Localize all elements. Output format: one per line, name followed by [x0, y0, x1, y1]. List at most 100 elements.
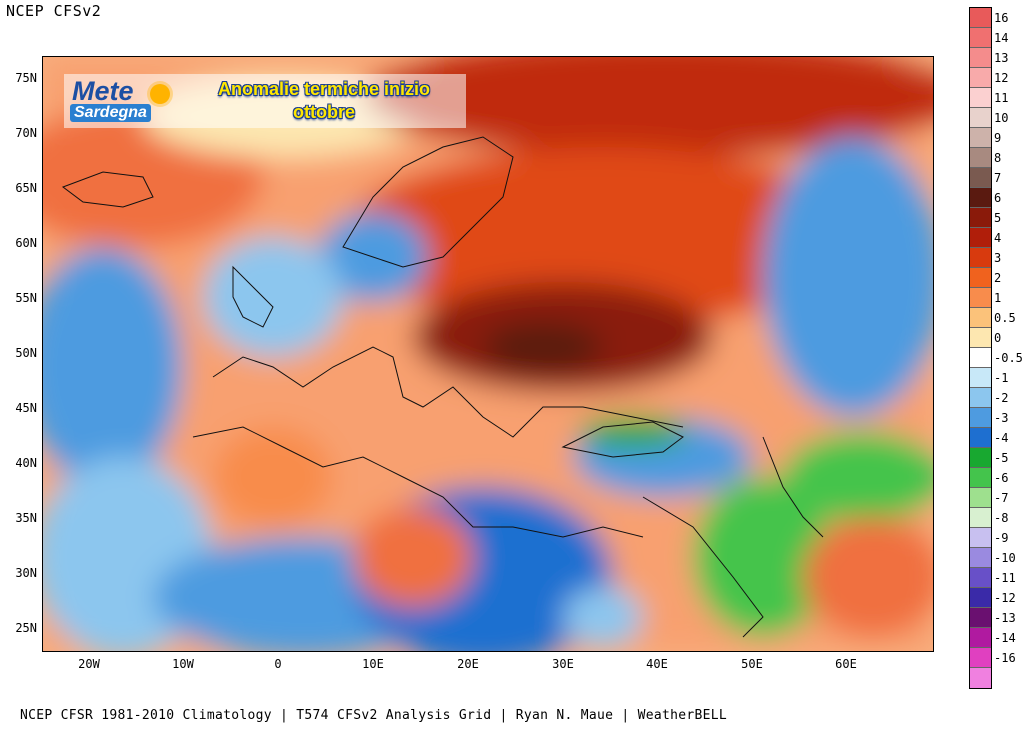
legend-label: 6: [994, 191, 1002, 205]
legend-label: -9: [994, 531, 1009, 545]
legend-swatch: [970, 428, 991, 448]
legend-label: 14: [994, 31, 1009, 45]
legend-swatch: [970, 188, 991, 208]
logo-word-sardegna: Sardegna: [70, 104, 151, 122]
legend-label: 4: [994, 231, 1002, 245]
legend-label: -13: [994, 611, 1016, 625]
legend-label: 0.5: [994, 311, 1016, 325]
legend-swatch: [970, 468, 991, 488]
legend-label: 12: [994, 71, 1009, 85]
legend-label: 5: [994, 211, 1002, 225]
legend-swatch: [970, 588, 991, 608]
map-heading-line2: ottobre: [293, 102, 355, 122]
legend-label: -10: [994, 551, 1016, 565]
lat-label: 75N: [15, 71, 37, 85]
legend-label: -3: [994, 411, 1009, 425]
legend-swatch: [970, 648, 991, 668]
legend-swatch: [970, 288, 991, 308]
legend-label: 10: [994, 111, 1009, 125]
legend-swatch: [970, 148, 991, 168]
header-title: NCEP CFSv2: [6, 2, 102, 20]
logo-overlay: Mete Sardegna Anomalie termiche inizio o…: [64, 74, 466, 128]
lat-label: 30N: [15, 566, 37, 580]
lat-label: 50N: [15, 346, 37, 360]
legend-swatch: [970, 228, 991, 248]
legend-label: -16: [994, 651, 1016, 665]
legend-swatch: [970, 88, 991, 108]
legend-label: -12: [994, 591, 1016, 605]
lat-label: 35N: [15, 511, 37, 525]
legend-label: 3: [994, 251, 1002, 265]
lon-label: 60E: [835, 657, 857, 671]
legend-swatch: [970, 608, 991, 628]
legend-swatch: [970, 208, 991, 228]
legend-swatch: [970, 108, 991, 128]
legend-swatch: [970, 508, 991, 528]
legend-label: 7: [994, 171, 1002, 185]
color-legend: [969, 7, 992, 689]
legend-label: 13: [994, 51, 1009, 65]
legend-label: -5: [994, 451, 1009, 465]
legend-label: 11: [994, 91, 1009, 105]
legend-label: 1: [994, 291, 1002, 305]
logo-word-mete: Mete: [72, 76, 134, 106]
lon-label: 50E: [741, 657, 763, 671]
legend-swatch: [970, 168, 991, 188]
legend-label: 2: [994, 271, 1002, 285]
legend-label: 9: [994, 131, 1002, 145]
legend-swatch: [970, 28, 991, 48]
lon-label: 20E: [457, 657, 479, 671]
anomaly-field: [43, 57, 933, 651]
legend-swatch: [970, 668, 991, 688]
footer-credit: NCEP CFSR 1981-2010 Climatology | T574 C…: [20, 708, 728, 723]
legend-swatch: [970, 628, 991, 648]
lat-label: 70N: [15, 126, 37, 140]
map-graphic: [43, 57, 933, 651]
lat-label: 60N: [15, 236, 37, 250]
legend-swatch: [970, 128, 991, 148]
legend-swatch: [970, 8, 991, 28]
legend-swatch: [970, 368, 991, 388]
lon-label: 30E: [552, 657, 574, 671]
legend-swatch: [970, 568, 991, 588]
legend-swatch: [970, 528, 991, 548]
lat-label: 55N: [15, 291, 37, 305]
legend-label: -2: [994, 391, 1009, 405]
legend-label: -14: [994, 631, 1016, 645]
legend-label: -0.5: [994, 351, 1023, 365]
lon-label: 10W: [172, 657, 194, 671]
legend-swatch: [970, 488, 991, 508]
legend-swatch: [970, 268, 991, 288]
legend-label: -8: [994, 511, 1009, 525]
legend-label: 16: [994, 11, 1009, 25]
legend-swatch: [970, 248, 991, 268]
legend-swatch: [970, 448, 991, 468]
legend-label: 8: [994, 151, 1002, 165]
legend-label: -1: [994, 371, 1009, 385]
legend-swatch: [970, 328, 991, 348]
legend-swatch: [970, 548, 991, 568]
legend-swatch: [970, 408, 991, 428]
legend-swatch: [970, 308, 991, 328]
legend-swatch: [970, 48, 991, 68]
legend-swatch: [970, 348, 991, 368]
lon-label: 40E: [646, 657, 668, 671]
legend-swatch: [970, 68, 991, 88]
map-heading-line1: Anomalie termiche inizio: [217, 79, 431, 99]
anomaly-map: [42, 56, 934, 652]
lon-label: 0: [274, 657, 282, 671]
legend-label: -6: [994, 471, 1009, 485]
sun-icon: [150, 84, 170, 104]
map-heading: Anomalie termiche inizio ottobre: [184, 78, 464, 124]
legend-label: -7: [994, 491, 1009, 505]
lat-label: 40N: [15, 456, 37, 470]
legend-swatch: [970, 388, 991, 408]
legend-label: -11: [994, 571, 1016, 585]
lon-label: 20W: [78, 657, 100, 671]
lat-label: 65N: [15, 181, 37, 195]
legend-label: 0: [994, 331, 1002, 345]
lat-label: 25N: [15, 621, 37, 635]
legend-label: -4: [994, 431, 1009, 445]
coastlines: [61, 136, 824, 638]
lat-label: 45N: [15, 401, 37, 415]
